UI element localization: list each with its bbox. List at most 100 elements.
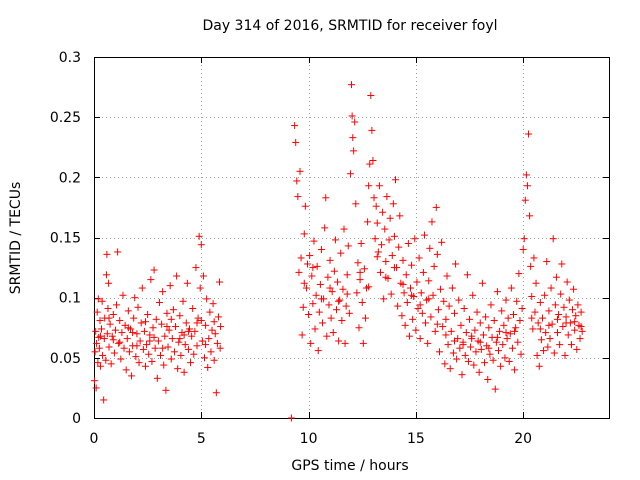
data-point [211,330,219,338]
data-point [432,203,440,211]
data-point [490,317,498,325]
data-point [182,319,190,327]
data-point [324,273,332,281]
data-point [498,307,506,315]
data-point [387,290,395,298]
data-point [374,248,382,256]
y-tick-label: 0.25 [50,110,81,126]
data-point [195,232,203,240]
data-point [198,337,206,345]
data-point [492,338,500,346]
data-point [365,283,373,291]
data-point [147,276,155,284]
data-point [368,126,376,134]
data-point [155,298,163,306]
data-point [336,296,344,304]
data-point [212,389,220,397]
data-point [455,296,463,304]
data-point [518,304,526,312]
data-point [102,356,110,364]
data-point [557,290,565,298]
data-point [570,285,578,293]
data-point [415,254,423,262]
data-point [210,318,218,326]
data-point [217,323,225,331]
y-tick-label: 0.2 [59,170,81,186]
data-point [323,332,331,340]
data-point [390,232,398,240]
data-point [133,342,141,350]
data-point [376,268,384,276]
data-point [138,284,146,292]
data-point [453,355,461,363]
data-point [576,335,584,343]
data-point [538,314,546,322]
data-point [353,289,361,297]
data-point [190,350,198,358]
data-point [456,344,464,352]
data-point [197,241,205,249]
data-point [427,313,435,321]
data-point [360,265,368,273]
data-point [321,224,329,232]
data-point [116,317,124,325]
axis-ticks [94,57,609,419]
data-point [118,329,126,337]
data-point [382,258,390,266]
data-point [467,343,475,351]
data-point [569,306,577,314]
data-point [113,301,121,309]
data-point [311,325,319,333]
data-point [529,325,537,333]
data-point [174,365,182,373]
data-point [100,396,108,404]
data-point [578,327,586,335]
data-point [124,324,132,332]
data-point [554,329,561,337]
data-point [523,182,531,190]
grid-lines [94,57,609,418]
data-point [184,327,192,335]
y-tick-label: 0 [72,411,81,427]
data-point [352,200,360,208]
data-point [543,258,551,266]
data-point [306,252,314,260]
data-point [109,336,117,344]
data-point [107,360,115,368]
data-point [572,312,580,320]
data-point [197,317,205,325]
data-point [93,339,101,347]
data-point [385,236,393,244]
data-point [386,214,394,222]
data-point [461,351,469,359]
data-point [180,331,188,339]
data-point [439,323,447,331]
data-point [149,324,157,332]
data-point [342,302,350,310]
data-point [574,301,582,309]
data-point [381,225,389,233]
data-point [314,347,322,355]
data-point [169,306,177,314]
data-point [108,332,116,340]
data-point [380,295,388,303]
data-point [504,314,512,322]
data-point [484,375,492,383]
data-point [331,236,339,244]
data-point [452,260,460,268]
data-point [351,118,359,126]
data-point [497,362,505,370]
data-point [516,317,524,325]
data-point [383,193,391,201]
data-point [326,256,334,264]
y-tick-label: 0.3 [59,50,81,66]
data-point [437,285,445,293]
data-point [501,354,509,362]
data-point [425,295,433,303]
data-point [297,254,305,262]
data-point [408,291,416,299]
data-point [139,345,147,353]
data-point [114,248,122,256]
data-point [168,335,176,343]
